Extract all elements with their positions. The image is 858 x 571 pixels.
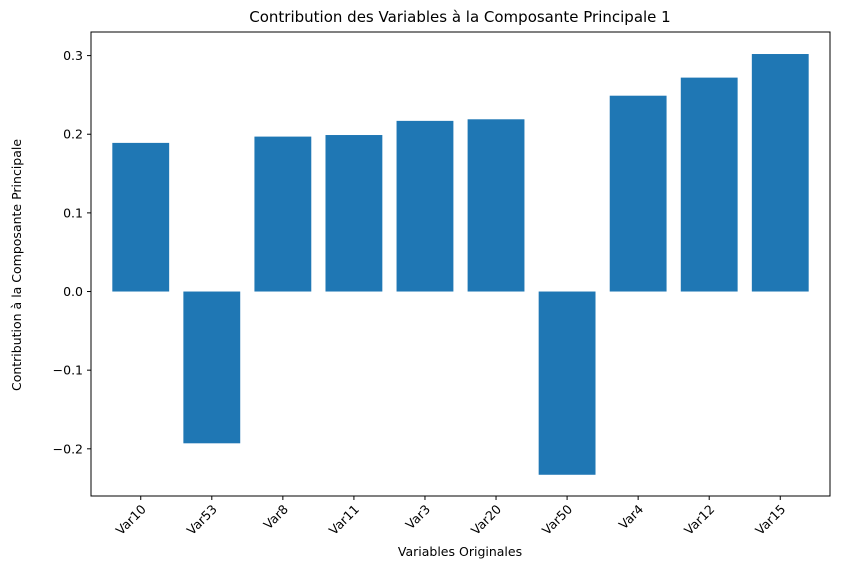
y-tick-label: 0.0 — [63, 284, 83, 299]
bar-var3 — [396, 120, 454, 292]
bar-var10 — [112, 142, 170, 292]
y-tick-label: 0.2 — [63, 127, 83, 142]
y-axis-label: Contribution à la Composante Principale — [9, 139, 24, 391]
bar-var11 — [325, 135, 383, 292]
y-tick-label: 0.3 — [63, 48, 83, 63]
x-tick-label: Var12 — [681, 502, 717, 538]
x-tick-label: Var15 — [752, 502, 788, 538]
x-tick-label: Var53 — [184, 502, 220, 538]
x-tick-label: Var8 — [260, 501, 291, 532]
bar-var12 — [680, 77, 738, 292]
bar-var8 — [254, 136, 312, 292]
y-axis: −0.2 −0.1 0.0 0.1 0.2 0.3 — [53, 48, 91, 456]
plot-frame — [90, 31, 831, 497]
bar-var50 — [538, 291, 596, 475]
x-tick-label: Var4 — [616, 501, 647, 532]
bar-var15 — [751, 54, 809, 292]
bar-var4 — [609, 95, 667, 292]
bar-var20 — [467, 119, 525, 292]
x-tick-label: Var50 — [539, 501, 575, 537]
x-tick-label: Var10 — [113, 501, 149, 537]
x-tick-label: Var20 — [468, 501, 504, 537]
y-tick-label: 0.1 — [63, 205, 83, 220]
x-tick-label: Var11 — [326, 502, 362, 538]
chart-title: Contribution des Variables à la Composan… — [249, 8, 670, 26]
x-tick-label: Var3 — [402, 502, 433, 533]
x-axis-label: Variables Originales — [398, 544, 522, 559]
bars-group — [112, 54, 809, 475]
x-axis: Var10 Var53 Var8 Var11 Var3 Var20 Var50 Var4 Var… — [113, 496, 788, 538]
y-tick-label: −0.2 — [53, 441, 83, 456]
bar-var53 — [183, 291, 241, 444]
y-tick-label: −0.1 — [53, 363, 83, 378]
